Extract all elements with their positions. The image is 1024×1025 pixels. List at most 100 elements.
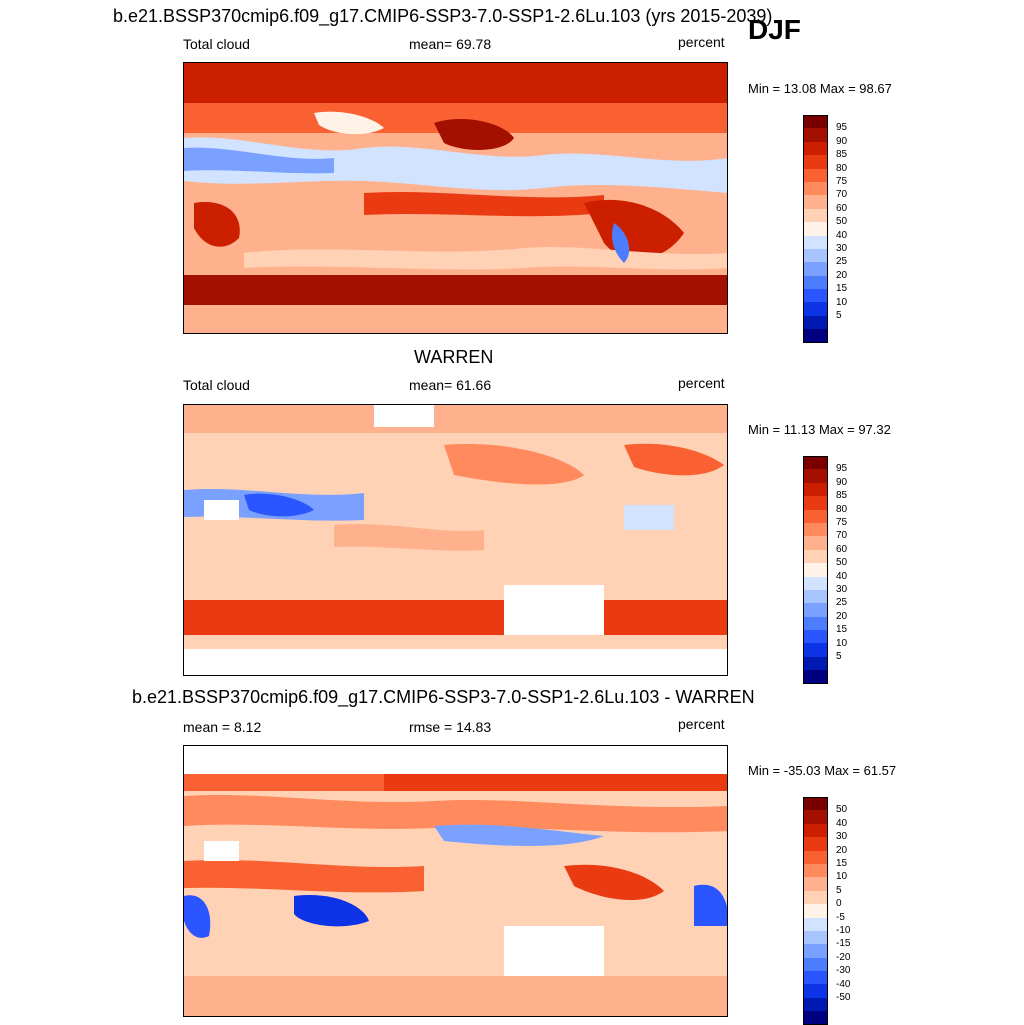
- panel-rmse-label: rmse = 14.83: [409, 719, 492, 735]
- colorbar-swatch: [803, 603, 828, 617]
- colorbar-tick-label: -15: [836, 938, 851, 950]
- colorbar-tick-label: 0: [836, 898, 842, 910]
- colorbar-tick-label: 60: [836, 543, 848, 555]
- colorbar-swatch: [803, 904, 828, 918]
- panel-mean-label: mean= 69.78: [409, 36, 492, 52]
- page-title: b.e21.BSSP370cmip6.f09_g17.CMIP6-SSP3-7.…: [113, 6, 773, 26]
- colorbar-tick-label: 10: [836, 871, 848, 883]
- colorbar-swatch: [803, 195, 828, 209]
- colorbar-tick-label: -50: [836, 992, 851, 1003]
- colorbar-tick-label: -20: [836, 951, 851, 963]
- colorbar-tick-label: 85: [836, 490, 848, 502]
- colorbar-tick-label: 80: [836, 162, 848, 174]
- colorbar-swatch: [803, 141, 828, 156]
- colorbar-tick-label: 60: [836, 202, 848, 214]
- colorbar-tick-label: -5: [836, 911, 845, 923]
- colorbar-tick-label: 10: [836, 637, 848, 649]
- colorbar-swatch: [803, 837, 828, 851]
- colorbar-swatch: [803, 509, 828, 523]
- colorbar-swatch: [803, 115, 828, 129]
- colorbar-tick-label: 25: [836, 256, 848, 268]
- colorbar-tick-label: 75: [836, 176, 848, 187]
- colorbar-swatch: [803, 971, 828, 985]
- colorbar-swatch: [803, 262, 828, 276]
- colorbar-swatch: [803, 222, 828, 236]
- colorbar-tick-label: 20: [836, 844, 848, 856]
- colorbar-swatch: [803, 563, 828, 577]
- colorbar-swatch: [803, 589, 828, 604]
- panel-units-label: percent: [678, 34, 725, 50]
- colorbar-tick-label: 10: [836, 296, 848, 308]
- colorbar-swatch: [803, 248, 828, 263]
- colorbar-tick-label: 50: [836, 216, 848, 228]
- colorbar-tick-label: 5: [836, 884, 842, 896]
- panel-minmax: Min = 13.08 Max = 98.67: [748, 81, 892, 96]
- colorbar-tick-label: 75: [836, 517, 848, 528]
- panel-mean-label: mean= 61.66: [409, 377, 492, 393]
- panel-units-label: percent: [678, 716, 725, 732]
- map-plot: [183, 404, 728, 676]
- colorbar-tick-label: 95: [836, 122, 848, 134]
- colorbar-swatch: [803, 496, 828, 510]
- map-plot: [183, 745, 728, 1017]
- panel-minmax: Min = -35.03 Max = 61.57: [748, 763, 897, 778]
- colorbar-tick-label: 85: [836, 149, 848, 161]
- colorbar-swatch: [803, 656, 828, 671]
- colorbar-swatch: [803, 797, 828, 811]
- colorbar-swatch: [803, 863, 828, 878]
- panel-left-label: mean = 8.12: [183, 719, 262, 735]
- colorbar-tick-label: -10: [836, 925, 851, 936]
- colorbar-swatch: [803, 997, 828, 1012]
- colorbar-swatch: [803, 275, 828, 290]
- colorbar-tick-label: 70: [836, 189, 848, 201]
- colorbar-swatch: [803, 890, 828, 905]
- colorbar-swatch: [803, 302, 828, 316]
- colorbar-swatch: [803, 877, 828, 891]
- colorbar-swatch: [803, 823, 828, 838]
- colorbar-swatch: [803, 522, 828, 537]
- colorbar-swatch: [803, 576, 828, 590]
- colorbar-tick-label: 15: [836, 858, 848, 869]
- colorbar-swatch: [803, 984, 828, 998]
- colorbar-swatch: [803, 456, 828, 470]
- colorbar-tick-label: -30: [836, 965, 851, 977]
- colorbar-swatch: [803, 917, 828, 931]
- colorbar-swatch: [803, 469, 828, 483]
- colorbar-swatch: [803, 208, 828, 223]
- colorbar-tick-label: 30: [836, 831, 848, 843]
- colorbar-tick-label: 95: [836, 463, 848, 475]
- colorbar-tick-label: 40: [836, 570, 848, 582]
- colorbar-swatch: [803, 482, 828, 497]
- colorbar-swatch: [803, 235, 828, 249]
- map-field: [184, 63, 727, 333]
- colorbar-tick-label: 15: [836, 624, 848, 636]
- colorbar-swatch: [803, 616, 828, 631]
- colorbar: [803, 456, 828, 684]
- colorbar-tick-label: 90: [836, 135, 848, 147]
- panel-units-label: percent: [678, 375, 725, 391]
- colorbar-swatch: [803, 810, 828, 824]
- colorbar-tick-label: 90: [836, 476, 848, 488]
- colorbar-tick-label: 25: [836, 597, 848, 609]
- colorbar: [803, 115, 828, 343]
- colorbar-tick-label: 40: [836, 817, 848, 829]
- colorbar-swatch: [803, 630, 828, 644]
- colorbar-swatch: [803, 315, 828, 330]
- colorbar-tick-label: 5: [836, 651, 842, 662]
- colorbar-swatch: [803, 181, 828, 196]
- colorbar-swatch: [803, 536, 828, 550]
- colorbar-swatch: [803, 670, 828, 684]
- colorbar-swatch: [803, 155, 828, 169]
- panel-title: b.e21.BSSP370cmip6.f09_g17.CMIP6-SSP3-7.…: [132, 687, 755, 707]
- panel-left-label: Total cloud: [183, 377, 250, 393]
- colorbar-tick-label: 15: [836, 283, 848, 295]
- colorbar-swatch: [803, 1011, 828, 1025]
- colorbar-tick-label: 40: [836, 229, 848, 241]
- colorbar-tick-label: 30: [836, 584, 848, 595]
- colorbar-tick-label: 30: [836, 243, 848, 254]
- colorbar-swatch: [803, 128, 828, 142]
- colorbar-tick-label: 20: [836, 269, 848, 281]
- colorbar-tick-label: -40: [836, 978, 851, 990]
- colorbar-tick-label: 50: [836, 804, 848, 816]
- colorbar-swatch: [803, 168, 828, 182]
